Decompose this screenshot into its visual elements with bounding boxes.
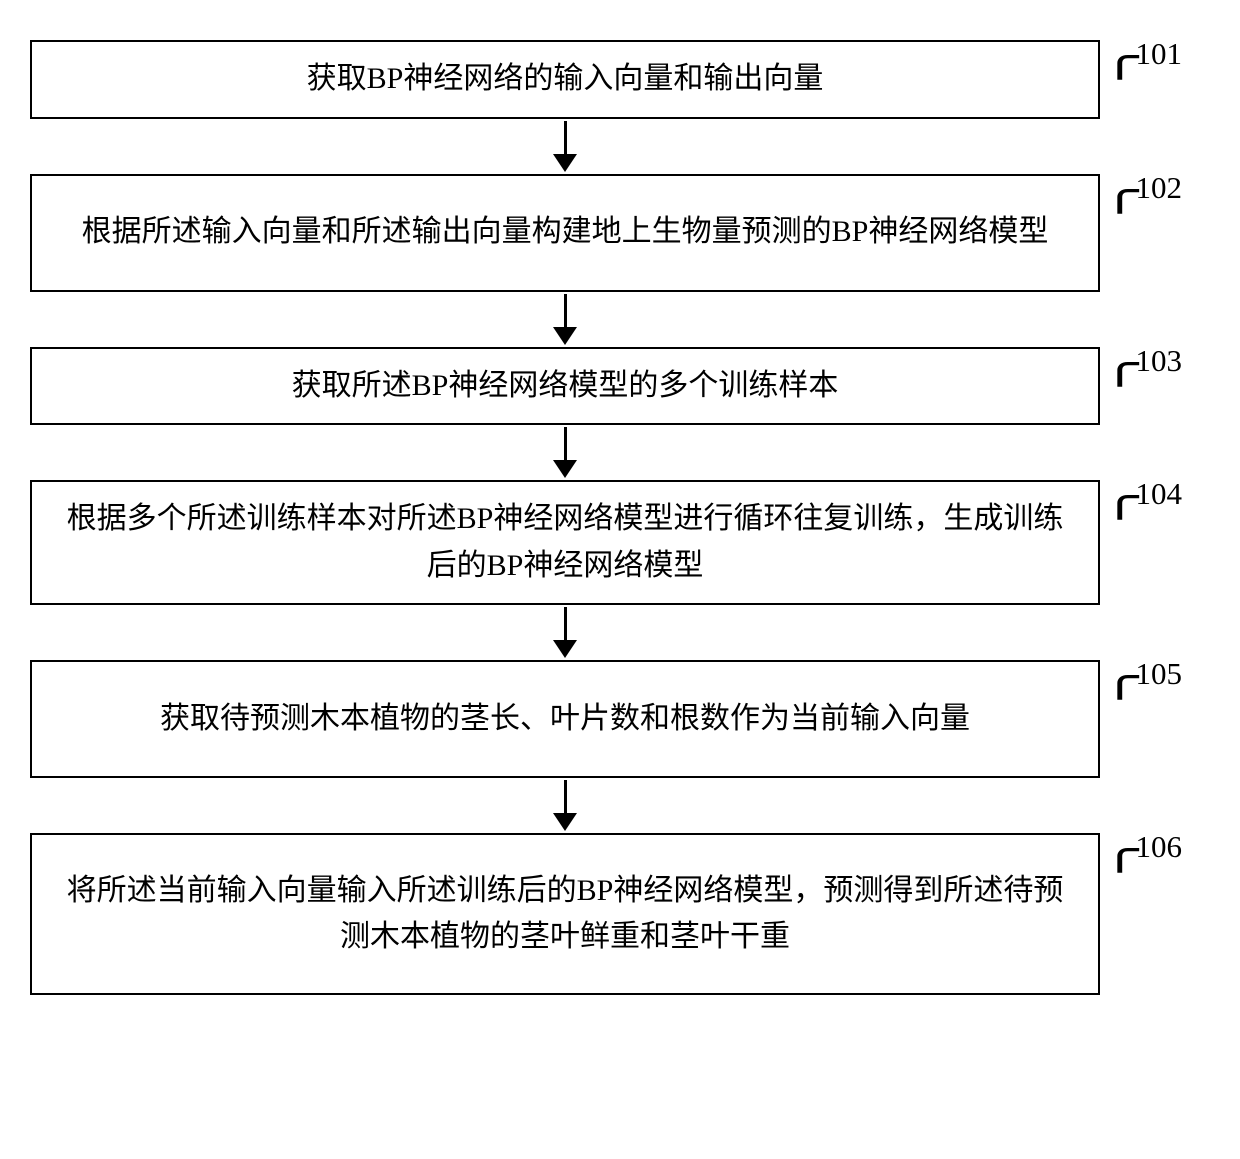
step-label-106: ╭ 106: [1100, 829, 1210, 865]
step-label-102: ╭ 102: [1100, 170, 1210, 206]
step-label-105: ╭ 105: [1100, 656, 1210, 692]
arrow-1: [553, 121, 577, 172]
step-row-105: 获取待预测木本植物的茎长、叶片数和根数作为当前输入向量 ╭ 105: [30, 660, 1210, 778]
flowchart-container: 获取BP神经网络的输入向量和输出向量 ╭ 101 根据所述输入向量和所述输出向量…: [30, 40, 1210, 995]
label-curve-icon: ╭: [1101, 835, 1139, 866]
step-row-103: 获取所述BP神经网络模型的多个训练样本 ╭ 103: [30, 347, 1210, 426]
step-text: 将所述当前输入向量输入所述训练后的BP神经网络模型，预测得到所述待预测木本植物的…: [62, 868, 1068, 961]
step-label-104: ╭ 104: [1100, 476, 1210, 512]
arrow-line: [564, 607, 567, 641]
label-curve-icon: ╭: [1101, 176, 1139, 207]
step-number: 106: [1135, 829, 1182, 865]
step-row-101: 获取BP神经网络的输入向量和输出向量 ╭ 101: [30, 40, 1210, 119]
step-number: 105: [1135, 656, 1182, 692]
step-label-103: ╭ 103: [1100, 343, 1210, 379]
arrow-5: [553, 780, 577, 831]
step-text: 获取待预测木本植物的茎长、叶片数和根数作为当前输入向量: [160, 696, 970, 743]
step-text: 获取BP神经网络的输入向量和输出向量: [307, 56, 824, 103]
arrow-line: [564, 780, 567, 814]
arrow-line: [564, 427, 567, 461]
arrow-2: [553, 294, 577, 345]
step-row-106: 将所述当前输入向量输入所述训练后的BP神经网络模型，预测得到所述待预测木本植物的…: [30, 833, 1210, 995]
label-curve-icon: ╭: [1101, 42, 1139, 73]
step-box-101: 获取BP神经网络的输入向量和输出向量: [30, 40, 1100, 119]
arrow-head-icon: [553, 640, 577, 658]
arrow-head-icon: [553, 460, 577, 478]
arrow-head-icon: [553, 154, 577, 172]
step-box-105: 获取待预测木本植物的茎长、叶片数和根数作为当前输入向量: [30, 660, 1100, 778]
label-curve-icon: ╭: [1101, 482, 1139, 513]
step-number: 101: [1135, 36, 1182, 72]
step-label-101: ╭ 101: [1100, 36, 1210, 72]
step-row-104: 根据多个所述训练样本对所述BP神经网络模型进行循环往复训练，生成训练后的BP神经…: [30, 480, 1210, 605]
arrow-head-icon: [553, 813, 577, 831]
label-curve-icon: ╭: [1101, 662, 1139, 693]
arrow-4: [553, 607, 577, 658]
step-number: 102: [1135, 170, 1182, 206]
arrow-head-icon: [553, 327, 577, 345]
step-number: 103: [1135, 343, 1182, 379]
arrow-line: [564, 294, 567, 328]
step-box-102: 根据所述输入向量和所述输出向量构建地上生物量预测的BP神经网络模型: [30, 174, 1100, 292]
arrow-3: [553, 427, 577, 478]
step-box-103: 获取所述BP神经网络模型的多个训练样本: [30, 347, 1100, 426]
step-box-104: 根据多个所述训练样本对所述BP神经网络模型进行循环往复训练，生成训练后的BP神经…: [30, 480, 1100, 605]
step-text: 根据所述输入向量和所述输出向量构建地上生物量预测的BP神经网络模型: [82, 209, 1049, 256]
arrow-line: [564, 121, 567, 155]
step-text: 根据多个所述训练样本对所述BP神经网络模型进行循环往复训练，生成训练后的BP神经…: [62, 496, 1068, 589]
step-box-106: 将所述当前输入向量输入所述训练后的BP神经网络模型，预测得到所述待预测木本植物的…: [30, 833, 1100, 995]
step-text: 获取所述BP神经网络模型的多个训练样本: [292, 363, 839, 410]
label-curve-icon: ╭: [1101, 349, 1139, 380]
step-number: 104: [1135, 476, 1182, 512]
step-row-102: 根据所述输入向量和所述输出向量构建地上生物量预测的BP神经网络模型 ╭ 102: [30, 174, 1210, 292]
